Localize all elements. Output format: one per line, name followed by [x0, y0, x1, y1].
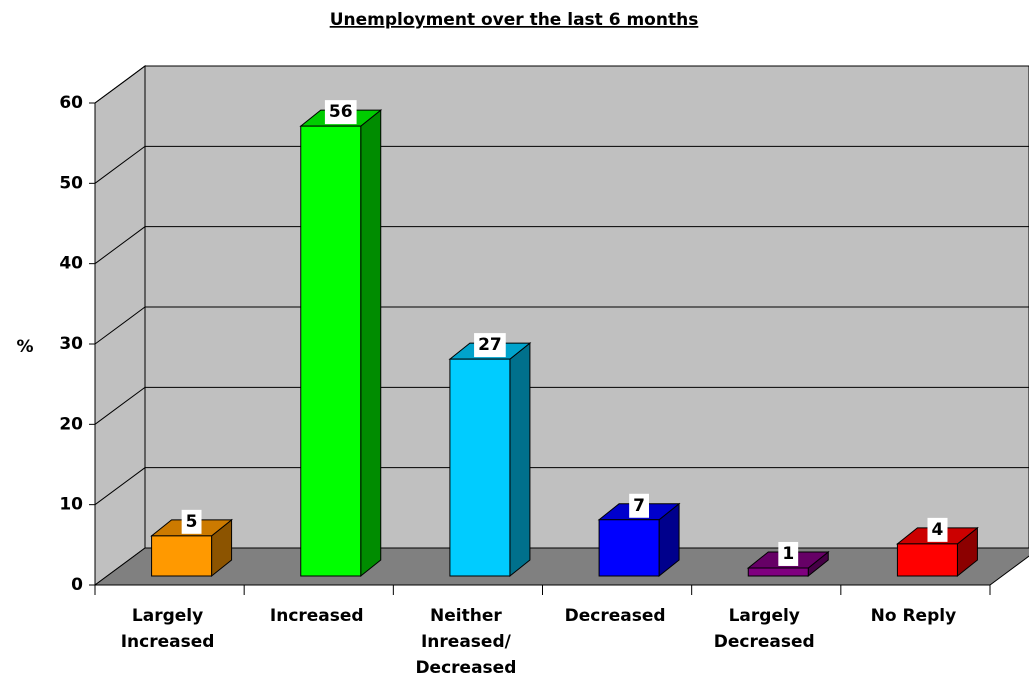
y-tick-label: 20 [59, 414, 83, 434]
value-label: 56 [329, 102, 353, 122]
bar [448, 342, 532, 578]
x-tick-label: Increased [269, 606, 364, 626]
grid-line [94, 145, 1029, 184]
value-label: 4 [931, 520, 943, 540]
value-label: 27 [478, 335, 502, 355]
grid-line [94, 226, 1029, 265]
grid-line [94, 65, 1029, 104]
y-tick-label: 30 [59, 334, 83, 354]
value-label: 5 [186, 512, 198, 532]
x-tick-label: Decreased [564, 606, 666, 626]
y-tick-label: 40 [59, 254, 83, 274]
bar-front [151, 535, 213, 577]
x-tick-label: No Reply [870, 606, 957, 626]
value-label-bg [629, 493, 650, 518]
bar [299, 109, 383, 578]
bar-front [896, 543, 958, 577]
value-label-bg [324, 100, 357, 125]
bar-front [300, 125, 362, 577]
bar-side [509, 342, 531, 578]
bar [597, 502, 681, 578]
bar-front [449, 358, 511, 577]
y-axis-label: % [16, 337, 33, 357]
y-tick-label: 60 [59, 93, 83, 113]
bar [150, 518, 234, 578]
bar [895, 526, 979, 578]
bar-side [360, 109, 382, 578]
x-tick-label: Neither Inreased/ Decreased [415, 606, 517, 678]
floor [93, 547, 1029, 586]
bar-front [747, 567, 809, 577]
y-tick-label: 50 [59, 173, 83, 193]
x-tick-label: Largely Increased [120, 606, 215, 652]
y-tick-label: 0 [71, 575, 83, 595]
value-label: 7 [633, 496, 645, 516]
value-label-bg [927, 517, 948, 542]
chart-title: Unemployment over the last 6 months [330, 10, 699, 30]
bar-front [598, 519, 660, 577]
grid-line [94, 467, 1029, 506]
grid-line [94, 306, 1029, 345]
grid-line [94, 386, 1029, 425]
value-label-bg [474, 333, 506, 358]
y-tick-label: 10 [59, 495, 83, 515]
value-label: 1 [782, 544, 794, 564]
value-label-bg [181, 509, 202, 534]
value-label-bg [778, 541, 799, 566]
x-tick-label: Largely Decreased [713, 606, 815, 652]
